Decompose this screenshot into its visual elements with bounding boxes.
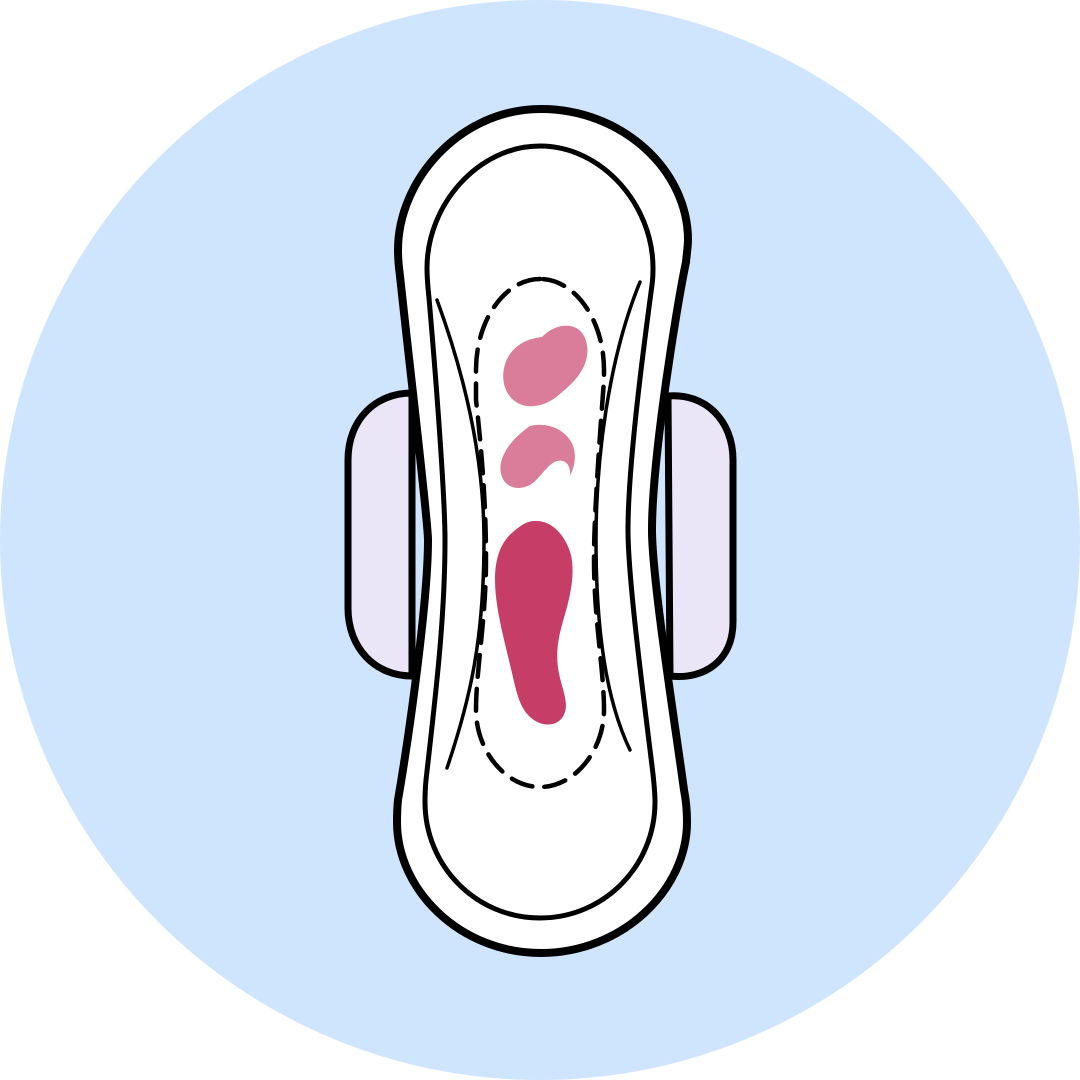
- left-wing: [344, 389, 416, 680]
- light-stain-middle: [500, 424, 575, 488]
- light-stain-top: [503, 325, 588, 407]
- absorbent-zone-dashed-outline: [473, 276, 607, 790]
- dark-stain-bottom: [495, 520, 573, 725]
- right-wing: [664, 392, 737, 680]
